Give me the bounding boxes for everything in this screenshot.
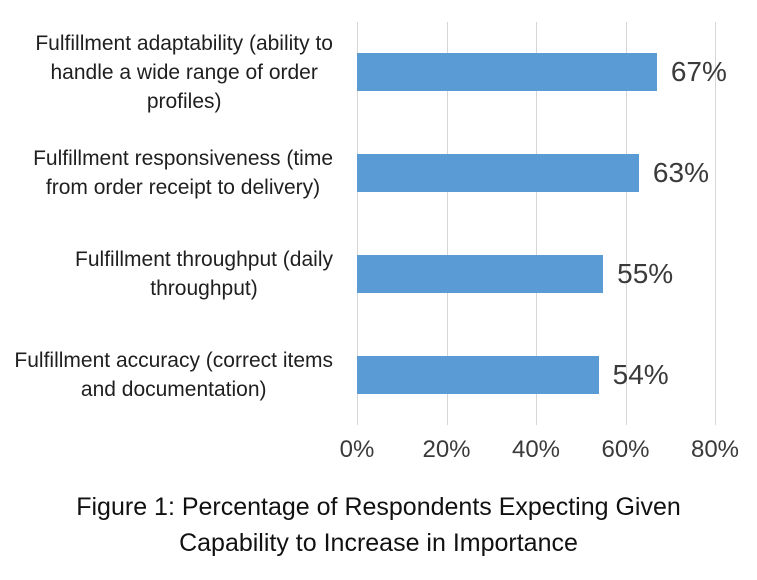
bar-adaptability	[357, 53, 657, 92]
category-label-responsiveness: Fulfillment responsiveness (time from or…	[33, 147, 333, 200]
category-label-cell: Fulfillment responsiveness (time from or…	[0, 123, 345, 224]
category-axis: Fulfillment adaptability (ability to han…	[0, 22, 345, 425]
gridline-40	[536, 22, 537, 425]
bar-accuracy	[357, 355, 599, 394]
category-label-cell: Fulfillment accuracy (correct items and …	[0, 324, 345, 425]
bar-responsiveness	[357, 154, 639, 193]
category-label-accuracy: Fulfillment accuracy (correct items and …	[14, 348, 333, 401]
bar-value-label: 63%	[652, 157, 709, 189]
gridline-0	[357, 22, 358, 425]
figure-caption: Figure 1: Percentage of Respondents Expe…	[76, 493, 681, 557]
bar-row: 63%	[357, 123, 715, 224]
gridline-60	[625, 22, 627, 425]
x-tick-label: 40%	[511, 436, 561, 463]
bar-row: 55%	[357, 224, 715, 325]
x-tick-label: 0%	[339, 436, 375, 463]
plot-area: 67% 63% 55% 54%	[357, 22, 727, 425]
gridline-80	[715, 22, 716, 425]
category-label-cell: Fulfillment throughput (daily throughput…	[0, 224, 345, 325]
category-label-cell: Fulfillment adaptability (ability to han…	[0, 22, 345, 123]
x-axis: 0% 20% 40% 60% 80%	[340, 436, 739, 466]
gridline-20	[446, 22, 448, 425]
bar-row: 67%	[357, 22, 727, 123]
bar-row: 54%	[357, 324, 715, 425]
x-tick-label: 80%	[690, 436, 740, 463]
category-label-adaptability: Fulfillment adaptability (ability to han…	[35, 31, 333, 113]
bar-value-label: 54%	[612, 358, 669, 390]
category-label-throughput: Fulfillment throughput (daily throughput…	[75, 247, 333, 300]
bar-series: 67% 63% 55% 54%	[357, 22, 727, 425]
x-tick-label: 60%	[601, 436, 650, 463]
bar-value-label: 55%	[617, 257, 674, 289]
bar-throughput	[357, 254, 604, 293]
x-tick-label: 20%	[422, 436, 471, 463]
bar-value-label: 67%	[670, 56, 727, 88]
